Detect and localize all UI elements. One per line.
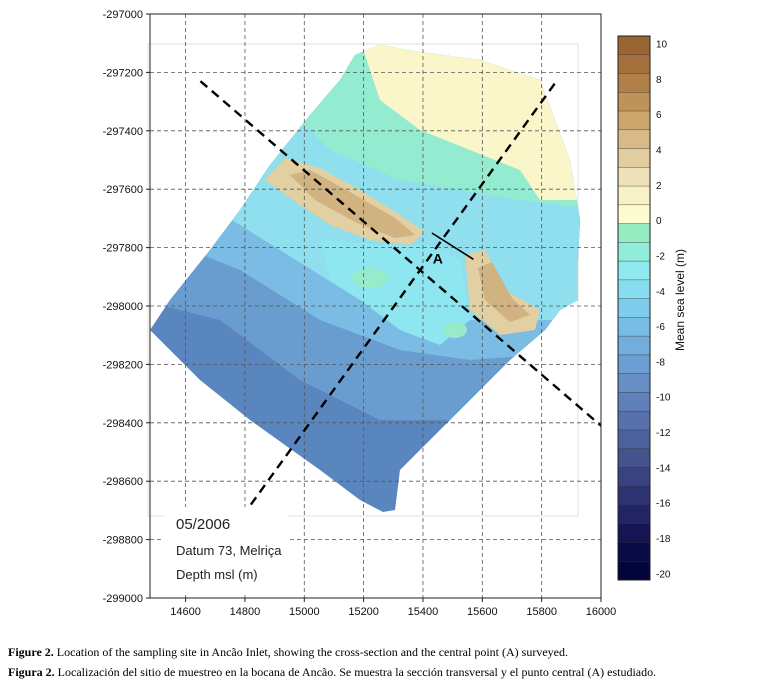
colorbar-tick-label: 6 bbox=[656, 110, 662, 121]
shoal-patch bbox=[443, 322, 467, 338]
colorbar-swatch bbox=[618, 92, 650, 112]
cross-sections bbox=[199, 80, 601, 506]
y-tick-label: -298200 bbox=[103, 359, 143, 371]
sand-bar-west-crest bbox=[290, 170, 415, 238]
colorbar-swatch bbox=[618, 261, 650, 281]
chart-title: 05/2006 bbox=[176, 516, 230, 533]
y-tick-label: -299000 bbox=[103, 593, 143, 605]
y-tick-label: -297600 bbox=[103, 184, 143, 196]
colorbar-swatch bbox=[618, 354, 650, 375]
colorbar-swatch bbox=[618, 429, 650, 450]
colorbar-swatch bbox=[618, 523, 650, 543]
colorbar-swatch bbox=[618, 223, 650, 243]
colorbar-tick-label: -4 bbox=[656, 287, 665, 298]
colorbar-tick-label: 8 bbox=[656, 75, 662, 86]
x-tick-label: 15800 bbox=[526, 606, 557, 618]
colorbar-swatch bbox=[618, 36, 650, 56]
colorbar-swatch bbox=[618, 148, 650, 168]
cross-section-line bbox=[249, 80, 558, 506]
annotation-box bbox=[164, 507, 288, 593]
colorbar-tick-label: -2 bbox=[656, 251, 665, 262]
caption-english-text: Location of the sampling site in Ancão I… bbox=[53, 645, 568, 659]
x-tick-label: 16000 bbox=[586, 606, 617, 618]
land-zone-0 bbox=[360, 45, 580, 200]
y-tick-label: -298000 bbox=[103, 301, 143, 313]
y-tick-label: -297800 bbox=[103, 243, 143, 255]
colorbar-tick-label: -12 bbox=[656, 428, 671, 439]
point-a-label: A bbox=[433, 251, 443, 267]
colorbar-tick-label: 2 bbox=[656, 181, 662, 192]
colorbar-swatch bbox=[618, 279, 650, 300]
shoal-patch bbox=[352, 268, 388, 288]
colorbar-frame bbox=[617, 35, 651, 581]
inlet-channel bbox=[320, 240, 470, 345]
colorbar-tick-label: -16 bbox=[656, 499, 671, 510]
y-tick-label: -297000 bbox=[103, 9, 143, 21]
colorbar-tick-label: -6 bbox=[656, 322, 665, 333]
colorbar-swatch bbox=[618, 204, 650, 225]
y-tick-label: -297200 bbox=[103, 67, 143, 79]
colorbar-swatch bbox=[618, 561, 650, 581]
colorbar-swatch bbox=[618, 54, 650, 75]
x-tick-label: 15200 bbox=[348, 606, 379, 618]
colorbar-swatch bbox=[618, 542, 650, 562]
colorbar-swatch bbox=[618, 242, 650, 262]
colorbar-label: Mean sea level (m) bbox=[673, 249, 687, 351]
y-tick-label: -298600 bbox=[103, 476, 143, 488]
colorbar-swatch bbox=[618, 336, 650, 356]
colorbar-swatch bbox=[618, 73, 650, 93]
y-tick-label: -297400 bbox=[103, 126, 143, 138]
colorbar-tick-label: -20 bbox=[656, 569, 671, 580]
caption-spanish-text: Localización del sitio de muestreo en la… bbox=[54, 665, 657, 679]
colorbar-swatch bbox=[618, 298, 650, 318]
depth-annotation: Depth msl (m) bbox=[176, 567, 258, 582]
colorbar-tick-label: -18 bbox=[656, 534, 671, 545]
x-tick-label: 15000 bbox=[289, 606, 320, 618]
colorbar-tick-label: -8 bbox=[656, 357, 665, 368]
colorbar-swatch bbox=[618, 317, 650, 337]
colorbar-tick-label: -14 bbox=[656, 463, 671, 474]
x-tick-label: 14800 bbox=[230, 606, 261, 618]
caption-english-label: Figure 2. bbox=[8, 645, 54, 659]
point-a-transect bbox=[431, 232, 474, 260]
y-tick-label: -298800 bbox=[103, 535, 143, 547]
caption-spanish-label: Figura 2. bbox=[8, 665, 55, 679]
grid bbox=[150, 14, 601, 598]
colorbar-swatch bbox=[618, 411, 650, 431]
x-axis: 14600 14800 15000 15200 15400 15600 15800 16000 bbox=[170, 598, 616, 618]
colorbar-tick-label: 10 bbox=[656, 40, 668, 51]
colorbar-swatch bbox=[618, 467, 650, 487]
cross-section-line bbox=[199, 80, 601, 427]
colorbar-swatch bbox=[618, 111, 650, 131]
y-axis: -297000 -297200 -297400 -297600 -297800 -2980… bbox=[103, 9, 150, 605]
colorbar-swatch bbox=[618, 167, 650, 187]
colorbar-swatch bbox=[618, 186, 650, 206]
x-tick-label: 15600 bbox=[467, 606, 498, 618]
colorbar: 10 8 6 4 2 0 -2 -4 -6 -8 -10 -12 -14 -16 -18 -20 bbox=[617, 35, 671, 581]
x-tick-label: 15400 bbox=[408, 606, 439, 618]
colorbar-tick-label: -10 bbox=[656, 393, 671, 404]
point-a-marker: A bbox=[431, 232, 474, 267]
sand-bar-east-crest bbox=[478, 262, 530, 322]
caption-english: Figure 2. Location of the sampling site … bbox=[8, 645, 568, 660]
colorbar-swatch bbox=[618, 448, 650, 468]
colorbar-swatch bbox=[618, 392, 650, 412]
y-tick-label: -298400 bbox=[103, 418, 143, 430]
colorbar-swatch bbox=[618, 129, 650, 150]
x-tick-label: 14600 bbox=[170, 606, 201, 618]
depth-map-figure: 14600 14800 15000 15200 15400 15600 15800 16000… bbox=[103, 9, 687, 618]
datum-annotation: Datum 73, Melriça bbox=[176, 543, 282, 558]
colorbar-swatch bbox=[618, 486, 650, 506]
caption-spanish: Figura 2. Localización del sitio de mues… bbox=[8, 665, 656, 680]
colorbar-tick-label: 0 bbox=[656, 216, 662, 227]
colorbar-swatch bbox=[618, 373, 650, 393]
colorbar-tick-label: 4 bbox=[656, 145, 662, 156]
colorbar-swatch bbox=[618, 504, 650, 525]
